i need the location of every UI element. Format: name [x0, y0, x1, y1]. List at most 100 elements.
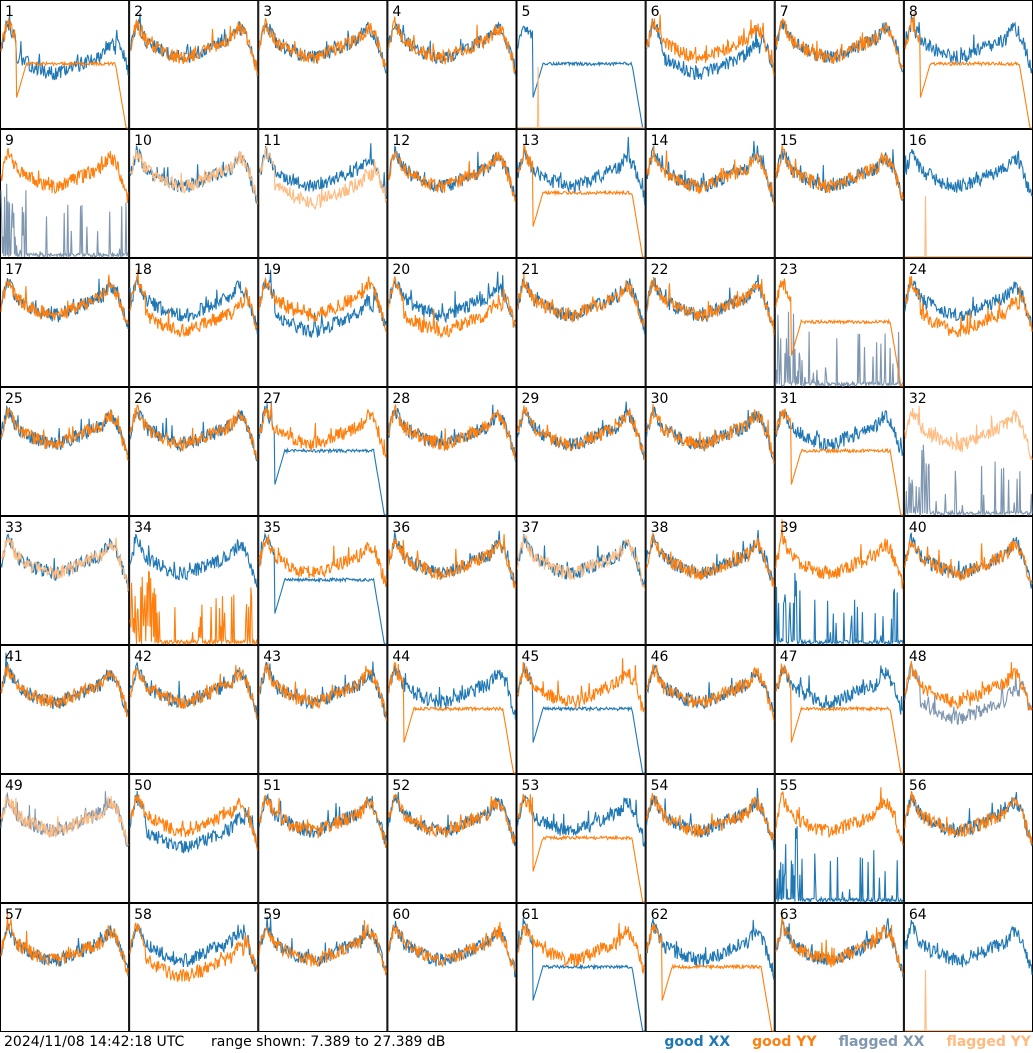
panel-frame	[774, 0, 904, 129]
series-xx-line	[904, 919, 1033, 975]
series-xx-line	[775, 409, 904, 456]
panel-1: 1	[0, 0, 130, 129]
series-xx-line	[904, 663, 1033, 725]
panel-frame	[387, 774, 517, 903]
panel-42: 42	[129, 645, 259, 774]
series-yy-line	[775, 407, 903, 516]
panel-frame	[258, 129, 388, 258]
panel-19: 19	[258, 258, 388, 387]
panel-number: 64	[909, 907, 927, 923]
panel-number: 62	[651, 907, 669, 923]
panel-21: 21	[516, 258, 646, 387]
series-yy-line	[258, 403, 387, 458]
panel-3: 3	[258, 0, 388, 129]
panel-number: 45	[522, 649, 540, 665]
panel-number: 42	[134, 649, 152, 665]
series-yy-line	[646, 14, 775, 76]
panel-frame	[129, 903, 259, 1032]
panel-4: 4	[387, 0, 517, 129]
series-yy-line	[129, 794, 258, 851]
panel-15: 15	[774, 129, 904, 258]
series-yy-line	[904, 969, 1032, 1032]
panel-27: 27	[258, 387, 388, 516]
panel-40: 40	[903, 516, 1033, 645]
panel-9: 9	[0, 129, 130, 259]
panel-frame	[0, 516, 130, 645]
series-yy-line	[904, 195, 1032, 258]
panel-frame	[258, 774, 388, 903]
series-xx-line	[129, 923, 258, 972]
panel-number: 27	[263, 391, 281, 407]
panel-frame	[645, 129, 775, 258]
series-yy-line	[258, 661, 387, 721]
panel-35: 35	[258, 516, 388, 645]
series-yy-line	[904, 539, 1033, 585]
series-xx-line	[904, 444, 1033, 517]
panel-frame	[516, 387, 646, 516]
panel-number: 19	[263, 262, 281, 278]
panel-23: 23	[774, 258, 904, 388]
panel-number: 25	[5, 391, 23, 407]
panel-58: 58	[129, 903, 259, 1032]
panel-number: 61	[522, 907, 540, 923]
panel-number: 44	[392, 649, 410, 665]
panel-number: 14	[651, 133, 669, 149]
series-yy-line	[646, 664, 775, 722]
panel-48: 48	[903, 645, 1033, 774]
panel-number: 51	[263, 778, 281, 794]
panel-52: 52	[387, 774, 517, 903]
legend-flagged-yy: flagged YY	[946, 1034, 1031, 1050]
panel-number: 1	[5, 4, 14, 20]
series-yy-line	[646, 403, 775, 464]
panel-frame	[387, 387, 517, 516]
panel-number: 31	[780, 391, 798, 407]
series-xx-line	[775, 20, 904, 73]
panel-number: 46	[651, 649, 669, 665]
panel-36: 36	[387, 516, 517, 645]
series-yy-line	[258, 534, 387, 588]
panel-number: 37	[522, 520, 540, 536]
series-xx-line	[516, 795, 646, 848]
panel-frame	[0, 774, 130, 903]
series-yy-line	[258, 18, 387, 67]
panel-frame	[774, 129, 904, 258]
series-xx-line	[0, 13, 129, 81]
panel-frame	[387, 129, 517, 258]
panel-frame	[387, 903, 517, 1032]
series-yy-line	[516, 658, 646, 713]
legend-good-xx: good XX	[664, 1034, 731, 1050]
panel-number: 30	[651, 391, 669, 407]
series-xx-line	[646, 18, 775, 81]
panel-62: 62	[645, 903, 775, 1032]
panel-number: 57	[5, 907, 23, 923]
series-yy-line	[0, 274, 129, 325]
series-xx-line	[904, 279, 1033, 328]
panel-frame	[774, 903, 904, 1032]
series-yy-line	[904, 661, 1033, 711]
series-yy-line	[387, 150, 517, 204]
panel-number: 8	[909, 4, 918, 20]
panel-frame	[903, 516, 1033, 645]
panel-frame	[0, 903, 130, 1032]
panel-51: 51	[258, 774, 388, 903]
series-yy-line	[387, 16, 517, 74]
panel-number: 35	[263, 520, 281, 536]
panel-number: 60	[392, 907, 410, 923]
series-xx-line	[0, 183, 129, 259]
panel-16: 16	[903, 129, 1033, 258]
series-yy-line	[387, 662, 516, 774]
panel-frame	[645, 516, 775, 645]
panel-number: 47	[780, 649, 798, 665]
panel-47: 47	[774, 645, 904, 774]
panel-number: 34	[134, 520, 152, 536]
panel-number: 10	[134, 133, 152, 149]
panel-45: 45	[516, 645, 646, 774]
series-yy-line	[387, 793, 517, 845]
panel-8: 8	[903, 0, 1033, 129]
series-xx-line	[775, 826, 904, 904]
series-yy-line	[516, 405, 646, 460]
panel-64: 64	[903, 903, 1033, 1032]
series-xx-line	[0, 533, 129, 592]
series-yy-line	[517, 66, 645, 129]
series-yy-line	[646, 793, 775, 841]
